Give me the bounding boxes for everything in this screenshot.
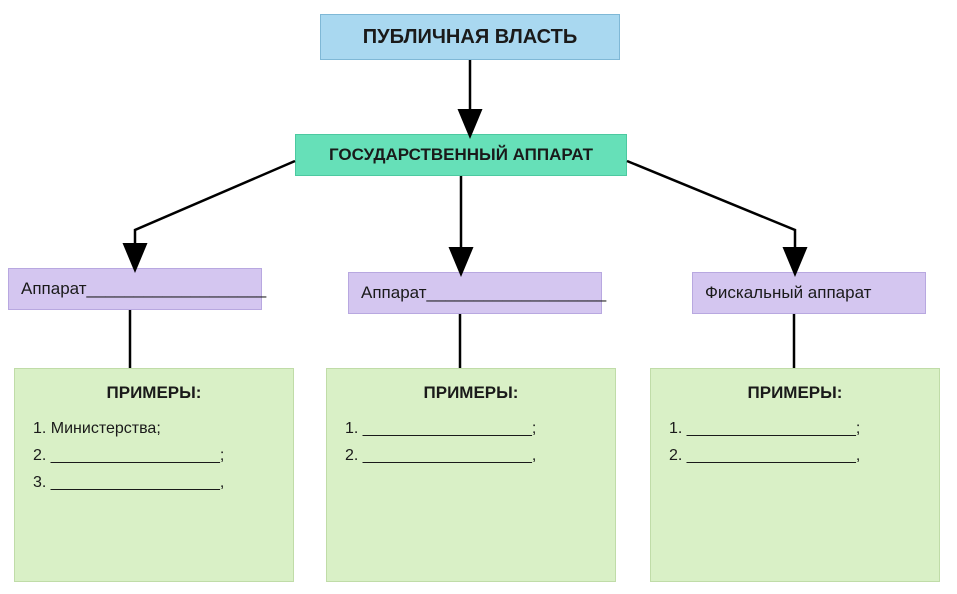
examples-list-2: 1. ___________________; 2. _____________…: [669, 415, 921, 469]
examples-list-1: 1. ___________________; 2. _____________…: [345, 415, 597, 469]
examples-item: 2. ___________________,: [669, 442, 921, 469]
examples-box-1: ПРИМЕРЫ: 1. ___________________; 2. ____…: [326, 368, 616, 582]
examples-title-0: ПРИМЕРЫ:: [33, 383, 275, 403]
branch-label-0: Аппарат___________________: [21, 279, 266, 299]
root-label: ПУБЛИЧНАЯ ВЛАСТЬ: [363, 26, 577, 49]
examples-list-0: 1. Министерства; 2. ___________________;…: [33, 415, 275, 497]
examples-box-0: ПРИМЕРЫ: 1. Министерства; 2. ___________…: [14, 368, 294, 582]
examples-item: 1. ___________________;: [345, 415, 597, 442]
branch-node-2: Фискальный аппарат: [692, 272, 926, 314]
branch-label-1: Аппарат___________________: [361, 283, 606, 303]
examples-box-2: ПРИМЕРЫ: 1. ___________________; 2. ____…: [650, 368, 940, 582]
level2-label: ГОСУДАРСТВЕННЫЙ АППАРАТ: [329, 145, 593, 165]
root-node: ПУБЛИЧНАЯ ВЛАСТЬ: [320, 14, 620, 60]
branch-node-1: Аппарат___________________: [348, 272, 602, 314]
examples-title-2: ПРИМЕРЫ:: [669, 383, 921, 403]
examples-item: 3. ___________________,: [33, 469, 275, 496]
examples-item: 1. ___________________;: [669, 415, 921, 442]
level2-node: ГОСУДАРСТВЕННЫЙ АППАРАТ: [295, 134, 627, 176]
branch-node-0: Аппарат___________________: [8, 268, 262, 310]
examples-item: 2. ___________________;: [33, 442, 275, 469]
branch-label-2: Фискальный аппарат: [705, 283, 871, 303]
examples-item: 1. Министерства;: [33, 415, 275, 442]
examples-title-1: ПРИМЕРЫ:: [345, 383, 597, 403]
examples-item: 2. ___________________,: [345, 442, 597, 469]
